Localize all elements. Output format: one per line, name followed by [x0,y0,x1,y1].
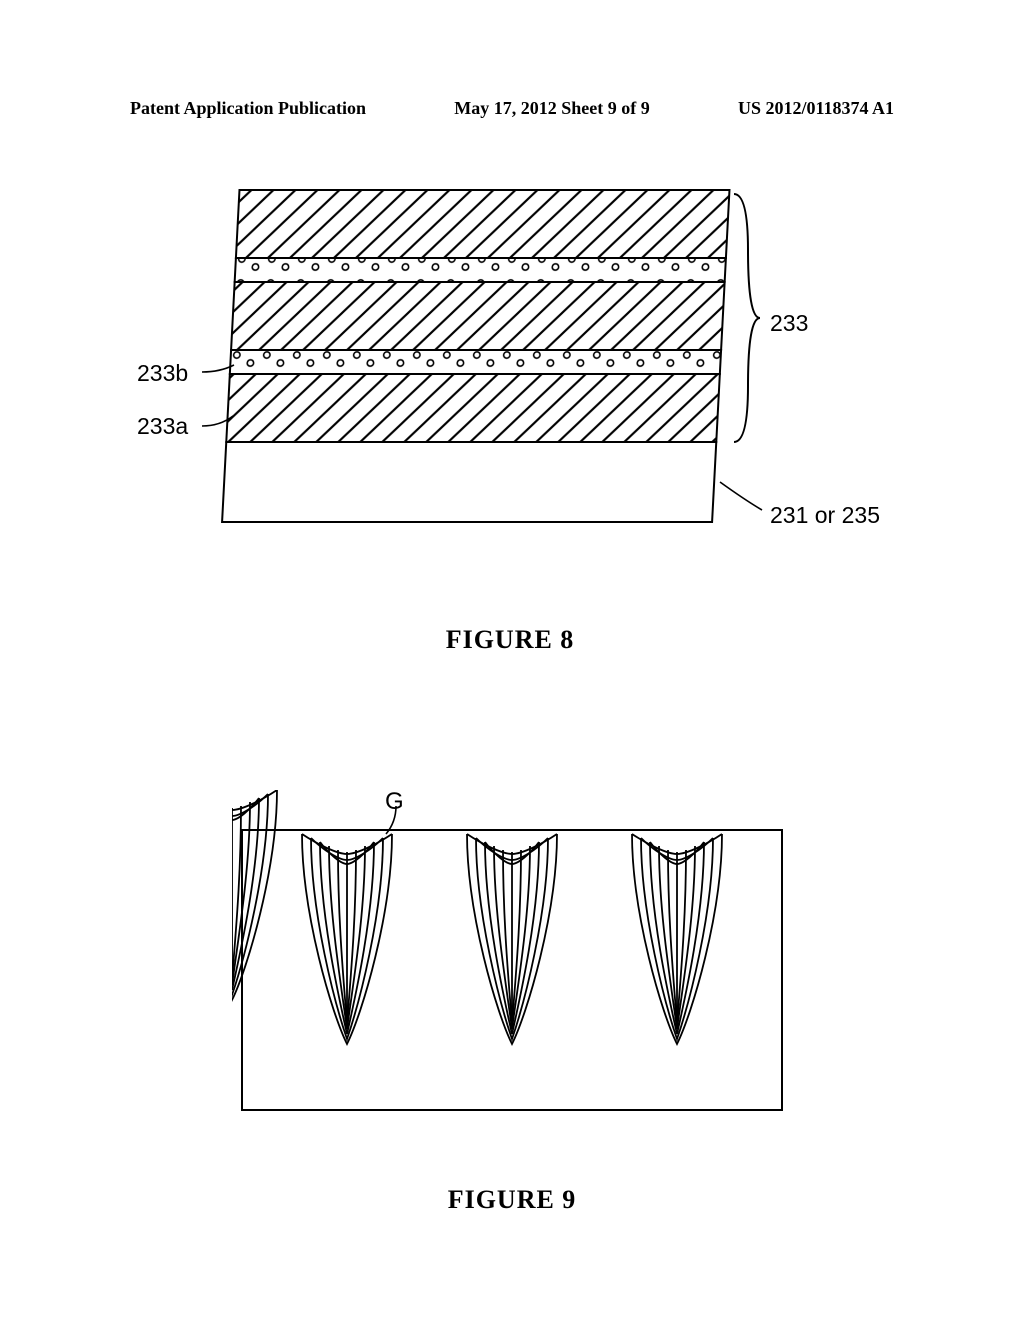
figure-8-container: 233b 233a 233 231 or 235 [130,180,890,670]
header-publication: Patent Application Publication [130,98,366,119]
label-g: G [385,788,404,816]
header-date-sheet: May 17, 2012 Sheet 9 of 9 [454,98,649,119]
figure-8-caption: FIGURE 8 [130,625,890,655]
header-pub-number: US 2012/0118374 A1 [738,98,894,119]
label-233b: 233b [137,360,188,387]
page-header: Patent Application Publication May 17, 2… [0,98,1024,119]
label-233a: 233a [137,413,188,440]
figure-9-svg [232,790,792,1130]
figure-9-caption: FIGURE 9 [232,1185,792,1215]
label-231-or-235: 231 or 235 [770,502,880,529]
label-233: 233 [770,310,808,337]
figure-9-container: G FIGURE 9 [232,790,792,1220]
